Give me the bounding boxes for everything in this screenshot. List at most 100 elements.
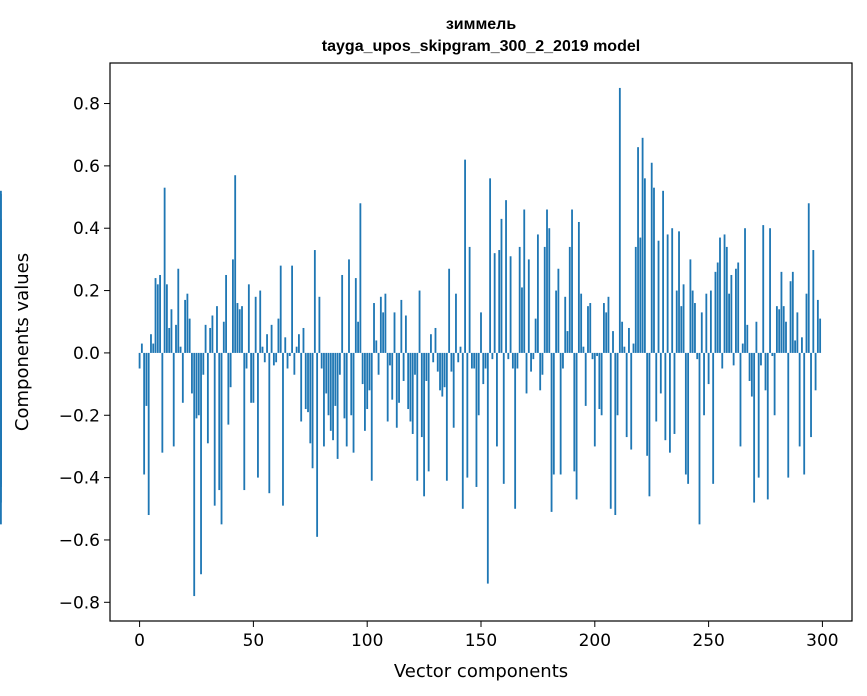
bar — [657, 240, 660, 353]
bar — [709, 290, 712, 353]
bar — [737, 262, 740, 353]
bar — [516, 352, 519, 369]
bar — [398, 352, 400, 403]
bar — [573, 352, 576, 472]
bar — [687, 352, 690, 484]
bar — [527, 259, 530, 353]
bar — [666, 234, 669, 353]
x-axis-label: Vector components — [394, 661, 568, 682]
bar — [311, 352, 314, 469]
bar — [459, 346, 462, 353]
bar — [434, 327, 437, 353]
bar — [373, 303, 375, 353]
bar — [787, 352, 790, 478]
bar — [257, 352, 259, 478]
bar — [272, 352, 275, 366]
bar — [762, 225, 765, 353]
bar — [309, 352, 312, 444]
bar — [589, 303, 592, 353]
bar — [354, 278, 357, 353]
bar — [482, 352, 485, 385]
bar — [723, 234, 726, 353]
bar — [812, 250, 815, 353]
bar — [769, 228, 771, 353]
bar — [789, 281, 792, 353]
bar — [598, 352, 601, 410]
bar — [582, 346, 585, 353]
chart-subtitle: tayga_upos_skipgram_300_2_2019 model — [322, 38, 640, 55]
bar — [484, 352, 487, 369]
bar — [468, 246, 471, 353]
bar — [352, 352, 355, 453]
bar — [778, 309, 781, 353]
bar — [338, 352, 341, 375]
bar — [525, 352, 528, 394]
bar — [452, 352, 455, 428]
bar — [757, 352, 760, 478]
bar — [555, 290, 558, 353]
bar — [450, 352, 453, 372]
bar — [156, 284, 159, 353]
bar — [404, 315, 407, 353]
bar — [696, 352, 699, 360]
bar — [564, 296, 567, 353]
bar — [229, 352, 232, 388]
bar — [621, 321, 624, 353]
bar — [247, 284, 250, 353]
bar — [191, 352, 193, 394]
bar — [350, 352, 353, 416]
bar — [400, 299, 403, 353]
bar — [393, 312, 396, 353]
bar — [780, 271, 783, 353]
bar — [659, 352, 662, 394]
bar — [377, 352, 380, 375]
bar — [345, 352, 348, 447]
bar — [807, 203, 810, 353]
bar — [175, 324, 177, 353]
y-axis-label: Components values — [12, 253, 33, 431]
bar — [170, 309, 173, 353]
bar — [773, 352, 776, 416]
bar — [755, 321, 758, 353]
bar — [0, 352, 2, 487]
bar — [550, 352, 553, 512]
bar — [138, 352, 141, 369]
bar — [236, 303, 239, 353]
bar — [316, 352, 319, 537]
x-tick-label: 50 — [243, 631, 265, 651]
bar — [277, 318, 280, 353]
bar — [682, 284, 685, 353]
bar — [810, 352, 812, 438]
bar — [803, 352, 806, 475]
bar — [288, 352, 291, 357]
bar — [571, 209, 573, 353]
bar — [443, 352, 446, 388]
bar — [771, 352, 774, 357]
bar — [439, 352, 441, 391]
bar — [753, 352, 756, 503]
bar — [634, 246, 637, 353]
bar — [653, 187, 655, 353]
bar — [329, 352, 332, 431]
bar — [543, 246, 546, 353]
bar — [147, 352, 150, 516]
bar — [539, 352, 542, 391]
bar — [750, 352, 753, 397]
bar — [261, 346, 264, 353]
bar — [785, 321, 787, 353]
bar — [436, 352, 439, 372]
bar — [728, 293, 730, 353]
bar — [766, 352, 769, 500]
bar — [334, 352, 337, 406]
bar — [730, 274, 733, 353]
bar — [548, 228, 551, 353]
bar — [159, 274, 161, 353]
bar — [618, 87, 621, 353]
bar — [152, 343, 155, 353]
bar — [270, 324, 273, 353]
bar — [165, 284, 168, 353]
bar — [263, 352, 266, 363]
y-tick-label: 0.8 — [73, 95, 100, 115]
